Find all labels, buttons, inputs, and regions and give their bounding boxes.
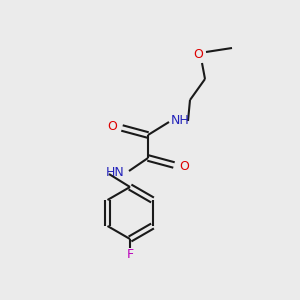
Text: NH: NH [171,115,189,128]
Text: HN: HN [106,166,124,178]
Text: O: O [193,47,203,61]
Text: O: O [107,121,117,134]
Text: O: O [179,160,189,172]
Text: F: F [126,248,134,262]
